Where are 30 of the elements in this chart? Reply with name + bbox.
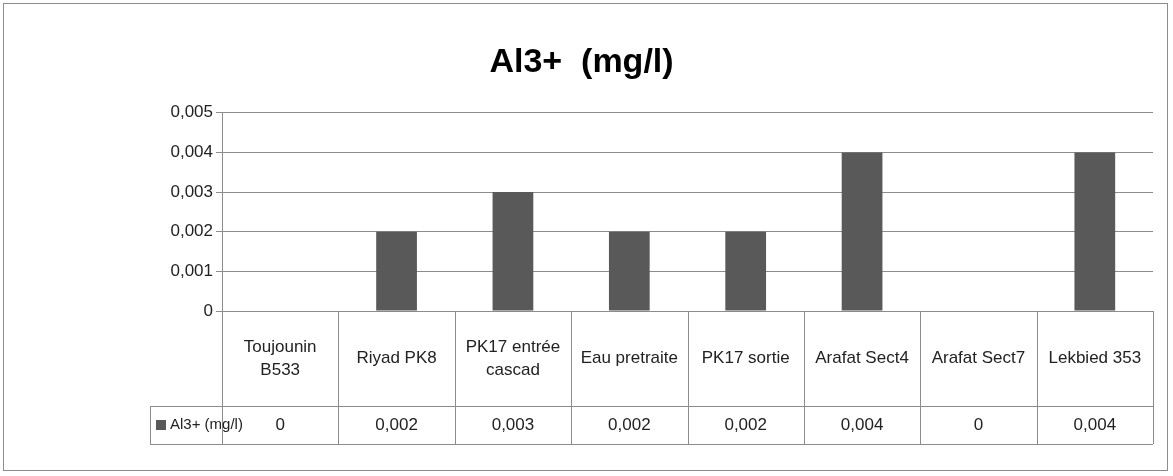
bar xyxy=(492,192,534,311)
y-tick-label: 0,001 xyxy=(170,261,213,281)
y-tick-label: 0,005 xyxy=(170,102,213,122)
chart-title: Al3+ (mg/l) xyxy=(489,40,674,79)
y-tick-label: 0 xyxy=(203,300,213,320)
legend-label: Al3+ (mg/l) xyxy=(170,415,243,433)
bar xyxy=(1074,152,1116,311)
y-tick-label: 0,002 xyxy=(170,221,213,241)
bar xyxy=(725,231,767,311)
bar xyxy=(376,231,417,311)
bar xyxy=(841,152,883,311)
data-label: 0 xyxy=(275,414,285,434)
x-tick-label: PK17 sortie xyxy=(701,348,790,368)
bar xyxy=(608,231,650,311)
x-tick-label: Riyad PK8 xyxy=(356,348,437,368)
data-label: 0,004 xyxy=(840,414,884,434)
data-label: 0,002 xyxy=(375,414,418,434)
x-tick-label: Arafat Sect4 xyxy=(815,348,909,368)
data-label: 0,002 xyxy=(608,414,651,434)
data-label: 0,003 xyxy=(491,414,535,434)
x-tick-label: PK17 entrée cascad xyxy=(465,336,561,379)
data-label: 0,004 xyxy=(1073,414,1117,434)
x-tick-label: Lekbied 353 xyxy=(1048,348,1142,368)
x-tick-label: Toujounin B533 xyxy=(243,336,317,379)
x-tick-label: Eau pretraite xyxy=(580,348,678,368)
x-tick-label: Arafat Sect7 xyxy=(931,348,1026,368)
data-label: 0,002 xyxy=(724,414,767,434)
data-label: 0 xyxy=(973,414,984,434)
y-tick-label: 0,003 xyxy=(170,181,213,201)
y-tick-label: 0,004 xyxy=(170,142,213,162)
